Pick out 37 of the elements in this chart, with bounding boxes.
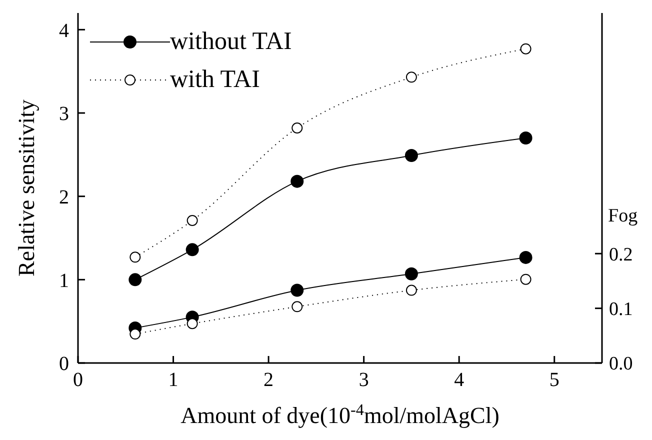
y-tick-label: 1 xyxy=(59,270,69,292)
point xyxy=(520,43,532,54)
y-tick-label: 4 xyxy=(59,20,69,42)
point xyxy=(292,122,303,134)
y2-axis-title: Fog xyxy=(608,205,638,226)
point xyxy=(186,243,199,256)
point xyxy=(290,284,304,297)
x-axis-title: Amount of dye(10$^{-4}$mol/molAgCl) xyxy=(180,402,500,428)
point xyxy=(404,267,418,280)
point xyxy=(406,72,417,83)
y2-tick-label: 0.1 xyxy=(609,299,633,320)
point xyxy=(519,250,532,264)
point xyxy=(130,328,141,340)
point xyxy=(520,274,532,285)
y-axis-title: Relative sensitivity xyxy=(14,99,38,276)
y-tick-label: 3 xyxy=(59,103,69,126)
point xyxy=(292,301,303,312)
legend-label: without TAI xyxy=(170,28,292,56)
point xyxy=(404,149,418,162)
point xyxy=(290,174,304,188)
y-tick-label: 0 xyxy=(59,353,69,376)
point xyxy=(130,252,141,263)
point xyxy=(519,132,532,144)
x-tick-label: 4 xyxy=(454,369,464,392)
y2-tick-label: 0.2 xyxy=(609,244,633,266)
point xyxy=(186,318,198,330)
y-tick-label: 2 xyxy=(59,186,69,208)
point xyxy=(128,273,142,286)
x-tick-label: 3 xyxy=(358,369,369,392)
point xyxy=(406,284,417,296)
x-tick-label: 0 xyxy=(73,369,83,392)
x-tick-label: 2 xyxy=(264,369,274,392)
y2-tick-label: 0.0 xyxy=(609,354,633,375)
legend-label: with TAI xyxy=(170,66,260,94)
point xyxy=(186,215,198,226)
x-tick-label: 5 xyxy=(549,369,560,392)
x-tick-label: 1 xyxy=(168,369,178,392)
